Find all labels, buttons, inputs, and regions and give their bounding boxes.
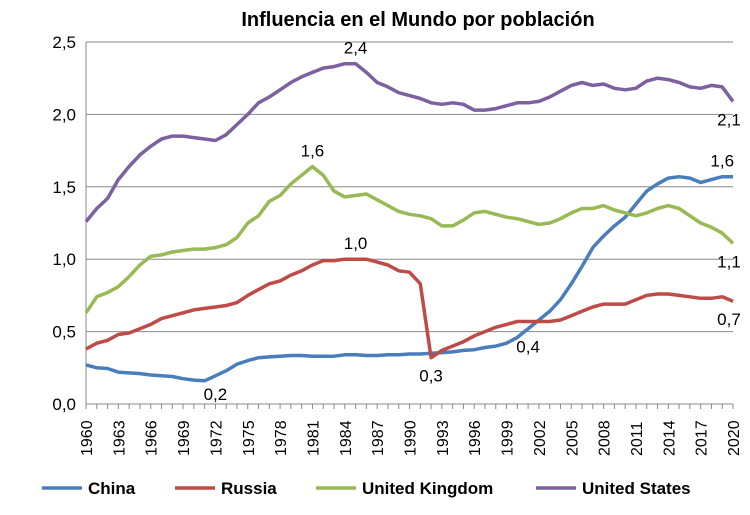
x-tick-label: 2005 [564, 420, 581, 456]
data-label: 2,4 [344, 39, 368, 58]
legend-label: Russia [221, 479, 277, 498]
data-label: 2,1 [717, 110, 741, 129]
series-line-russia [85, 257, 734, 360]
legend-label: United States [582, 479, 691, 498]
y-tick-label: 2,5 [52, 33, 76, 52]
x-tick-label: 1984 [338, 420, 355, 456]
chart-title: Influencia en el Mundo por población [241, 9, 594, 31]
data-label: 0,4 [516, 338, 540, 357]
data-label: 1,6 [710, 152, 734, 171]
y-tick-label: 0,0 [52, 395, 76, 414]
series-line-china [85, 174, 733, 383]
x-tick-label: 1978 [273, 420, 290, 456]
data-label: 1,0 [344, 234, 368, 253]
y-tick-label: 0,5 [52, 323, 76, 342]
y-tick-label: 1,5 [52, 178, 76, 197]
x-tick-label: 2017 [694, 420, 711, 456]
data-label: 0,7 [717, 310, 741, 329]
x-tick-label: 1996 [467, 420, 484, 456]
x-tick-label: 1999 [500, 420, 517, 456]
x-tick-label: 2014 [661, 420, 678, 456]
data-label: 1,1 [717, 252, 741, 271]
x-tick-label: 2011 [629, 421, 646, 456]
y-tick-label: 2,0 [52, 105, 76, 124]
legend-label: United Kingdom [362, 479, 493, 498]
x-tick-label: 1975 [241, 420, 258, 456]
x-tick-label: 1981 [305, 420, 322, 456]
data-label: 0,3 [419, 367, 443, 386]
x-tick-label: 1966 [144, 420, 161, 456]
x-tick-label: 1987 [370, 420, 387, 456]
series-line-united-states [84, 61, 735, 223]
x-tick-label: 1972 [208, 420, 225, 456]
x-tick-label: 1969 [176, 420, 193, 456]
data-label: 1,6 [301, 142, 325, 161]
x-tick-label: 1990 [403, 420, 420, 456]
legend-label: China [88, 479, 136, 498]
x-tick-label: 1963 [111, 420, 128, 456]
x-tick-label: 2002 [532, 420, 549, 456]
data-label: 0,2 [204, 385, 228, 404]
x-tick-label: 1993 [435, 420, 452, 456]
x-tick-label: 1960 [79, 420, 96, 456]
series-line-united-kingdom [84, 164, 735, 314]
x-tick-label: 2008 [597, 420, 614, 456]
y-tick-label: 1,0 [52, 250, 76, 269]
x-tick-label: 2020 [726, 420, 743, 456]
